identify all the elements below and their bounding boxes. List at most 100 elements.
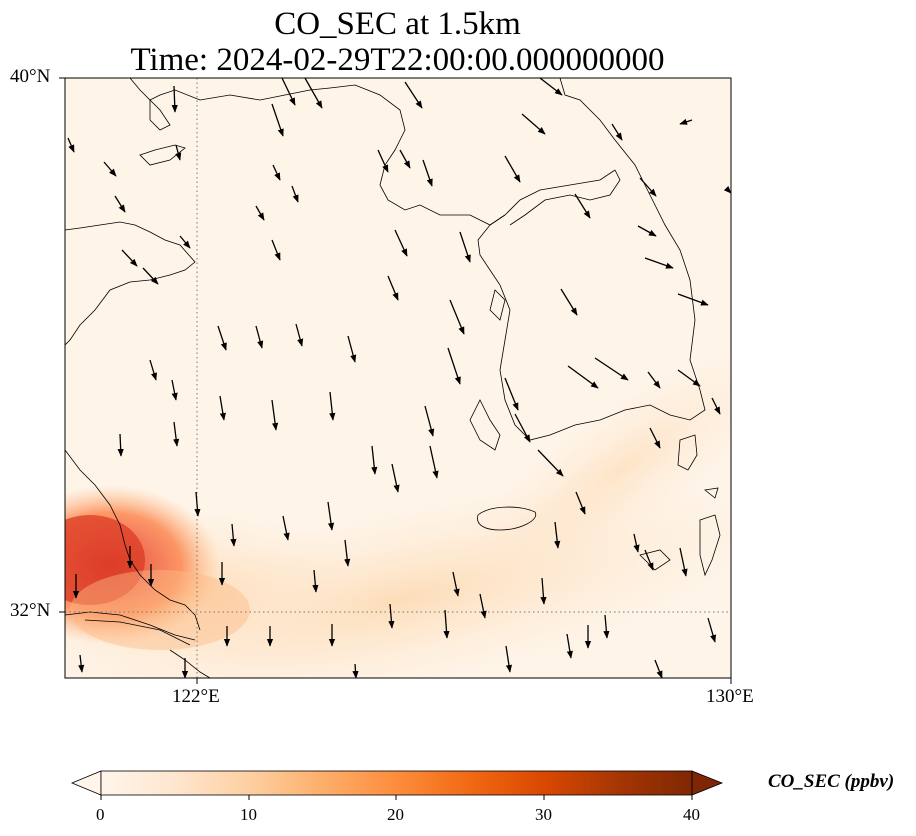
- wind-arrow: [575, 491, 586, 515]
- wind-arrow: [173, 421, 180, 447]
- gridlines: [65, 78, 731, 678]
- wind-arrow: [514, 413, 531, 443]
- wind-arrow: [422, 159, 433, 187]
- wind-arrow: [449, 299, 465, 335]
- wind-arrow: [142, 267, 159, 285]
- wind-arrow: [271, 399, 279, 431]
- colorbar-tick-40: 40: [683, 805, 700, 824]
- wind-arrow: [272, 164, 281, 181]
- wind-arrow: [611, 123, 623, 141]
- wind-arrow: [171, 379, 178, 401]
- wind-arrow: [327, 501, 335, 531]
- lon-label-130e: 130°E: [706, 686, 754, 707]
- wind-arrow: [255, 325, 264, 349]
- wind-arrow: [443, 609, 450, 639]
- wind-arrow: [633, 533, 640, 553]
- colorbar-tick-0: 0: [96, 805, 105, 824]
- wind-arrow: [171, 85, 178, 113]
- wind-arrow: [644, 549, 654, 571]
- wind-arrow: [566, 633, 573, 659]
- wind-arrow: [447, 347, 461, 385]
- wind-arrow: [677, 369, 701, 387]
- wind-arrow: [560, 288, 578, 316]
- wind-vectors: [67, 78, 731, 678]
- wind-arrow: [255, 205, 265, 221]
- wind-arrow: [78, 654, 85, 673]
- colorbar-tick-30: 30: [535, 805, 552, 824]
- wind-arrow: [554, 521, 561, 549]
- wind-arrow: [594, 357, 629, 381]
- lon-label-122e: 122°E: [172, 686, 220, 707]
- wind-arrow: [504, 155, 521, 183]
- wind-arrow: [230, 523, 237, 547]
- wind-arrow: [271, 103, 284, 137]
- wind-arrow: [219, 395, 226, 421]
- wind-arrow: [304, 78, 323, 109]
- colorbar-tick-10: 10: [240, 805, 257, 824]
- wind-arrow: [67, 137, 75, 153]
- wind-arrow: [679, 547, 688, 577]
- axis-ticks: [59, 77, 732, 684]
- wind-arrow: [175, 144, 182, 161]
- wind-arrow: [295, 323, 304, 347]
- wind-arrow: [387, 275, 399, 301]
- wind-arrow: [394, 229, 408, 257]
- concentration-field: [65, 78, 731, 678]
- wind-arrow: [404, 81, 423, 109]
- wind-arrow: [103, 161, 117, 177]
- wind-arrow: [540, 577, 547, 605]
- wind-arrow: [329, 391, 336, 421]
- wind-arrow: [429, 445, 439, 479]
- wind-arrow: [424, 405, 435, 437]
- map-title: CO_SEC at 1.5km: [274, 6, 521, 42]
- wind-arrow: [639, 177, 657, 197]
- wind-arrow: [352, 663, 359, 678]
- wind-arrow: [711, 397, 721, 415]
- wind-arrow: [282, 515, 290, 541]
- wind-arrow: [521, 113, 546, 135]
- wind-arrow: [679, 118, 693, 125]
- lat-label-32n: 32°N: [10, 600, 51, 621]
- wind-arrow: [654, 659, 663, 678]
- wind-arrow: [539, 78, 563, 96]
- wind-arrow: [603, 614, 610, 639]
- wind-arrow: [677, 293, 709, 306]
- map-time-subtitle: Time: 2024-02-29T22:00:00.000000000: [130, 42, 665, 78]
- wind-arrow: [452, 571, 460, 597]
- colorbar-tick-20: 20: [387, 805, 404, 824]
- wind-arrow: [114, 195, 126, 213]
- wind-arrow: [271, 239, 281, 261]
- wind-arrow: [567, 365, 599, 389]
- wind-arrow: [312, 569, 319, 593]
- wind-arrow: [644, 257, 674, 269]
- wind-arrow: [347, 335, 357, 363]
- wind-arrow: [649, 427, 661, 449]
- wind-arrow: [399, 149, 411, 169]
- wind-arrow: [121, 249, 138, 267]
- wind-arrow: [459, 231, 471, 263]
- wind-arrow: [637, 225, 657, 237]
- wind-arrow: [504, 377, 519, 411]
- wind-arrow: [537, 449, 564, 477]
- wind-arrow: [647, 371, 661, 389]
- wind-arrow: [377, 149, 389, 173]
- wind-arrow: [574, 193, 591, 219]
- wind-arrow: [194, 491, 201, 517]
- wind-arrow: [117, 433, 124, 457]
- lat-label-40n: 40°N: [10, 66, 51, 87]
- wind-arrow: [281, 78, 296, 106]
- wind-arrow: [291, 185, 299, 203]
- wind-arrow: [371, 445, 378, 475]
- wind-arrow: [391, 463, 400, 493]
- wind-arrow: [388, 603, 395, 629]
- map-frame: [64, 77, 732, 679]
- wind-arrow: [149, 359, 157, 381]
- wind-arrow: [479, 593, 487, 619]
- wind-arrow: [217, 325, 227, 351]
- colorbar-title: CO_SEC (ppbv): [768, 771, 895, 792]
- wind-arrow: [707, 617, 717, 643]
- wind-arrow: [344, 539, 351, 567]
- wind-arrow: [179, 235, 191, 249]
- wind-arrow: [505, 645, 513, 673]
